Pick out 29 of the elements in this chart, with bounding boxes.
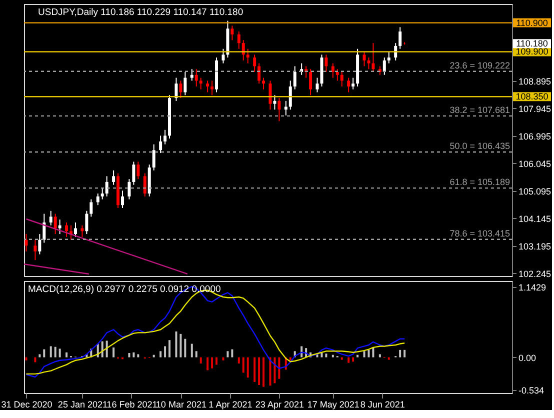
chart-title: USDJPY,Daily 110.186 110.229 110.147 110.180 xyxy=(38,7,244,18)
y-tick-label: 0.00 xyxy=(518,352,536,363)
x-tick-label: 23 Apr 2021 xyxy=(255,400,304,410)
y-tick-label: 102.245 xyxy=(518,268,552,279)
x-tick-label: 16 Feb 2021 xyxy=(106,400,158,410)
y-tick-label: -0.534 xyxy=(518,386,544,396)
y-tick-label: 1.1429 xyxy=(518,282,546,292)
y-tick-label: 103.195 xyxy=(518,241,552,252)
ref-line-label: 78.6 = 103.415 xyxy=(450,228,510,238)
ref-line-label: 108.350 xyxy=(516,92,548,102)
ref-line-label: 61.8 = 105.189 xyxy=(450,177,510,188)
ref-line-label: 109.900 xyxy=(516,46,548,57)
ref-line-label: 23.6 = 109.222 xyxy=(450,60,510,70)
y-tick-label: 104.145 xyxy=(518,214,552,224)
x-tick-label: 25 Jan 2021 xyxy=(58,400,108,410)
ref-line-label: 50.0 = 106.435 xyxy=(450,141,510,152)
x-tick-label: 1 Apr 2021 xyxy=(208,400,252,410)
y-tick-label: 107.945 xyxy=(518,104,552,114)
x-tick-label: 31 Dec 2020 xyxy=(1,400,52,410)
y-tick-label: 106.045 xyxy=(518,158,552,169)
x-tick-label: 10 Mar 2021 xyxy=(156,400,206,410)
text: 110.180 xyxy=(516,38,548,49)
x-tick-label: 17 May 2021 xyxy=(307,400,360,410)
ref-line-label: 110.900 xyxy=(516,18,548,28)
ref-line-label: 38.2 = 107.681 xyxy=(450,104,510,115)
y-tick-label: 105.095 xyxy=(518,186,552,196)
y-tick-label: 108.895 xyxy=(518,76,552,86)
x-tick-label: 8 Jun 2021 xyxy=(360,400,405,410)
y-tick-label: 106.995 xyxy=(518,131,552,142)
